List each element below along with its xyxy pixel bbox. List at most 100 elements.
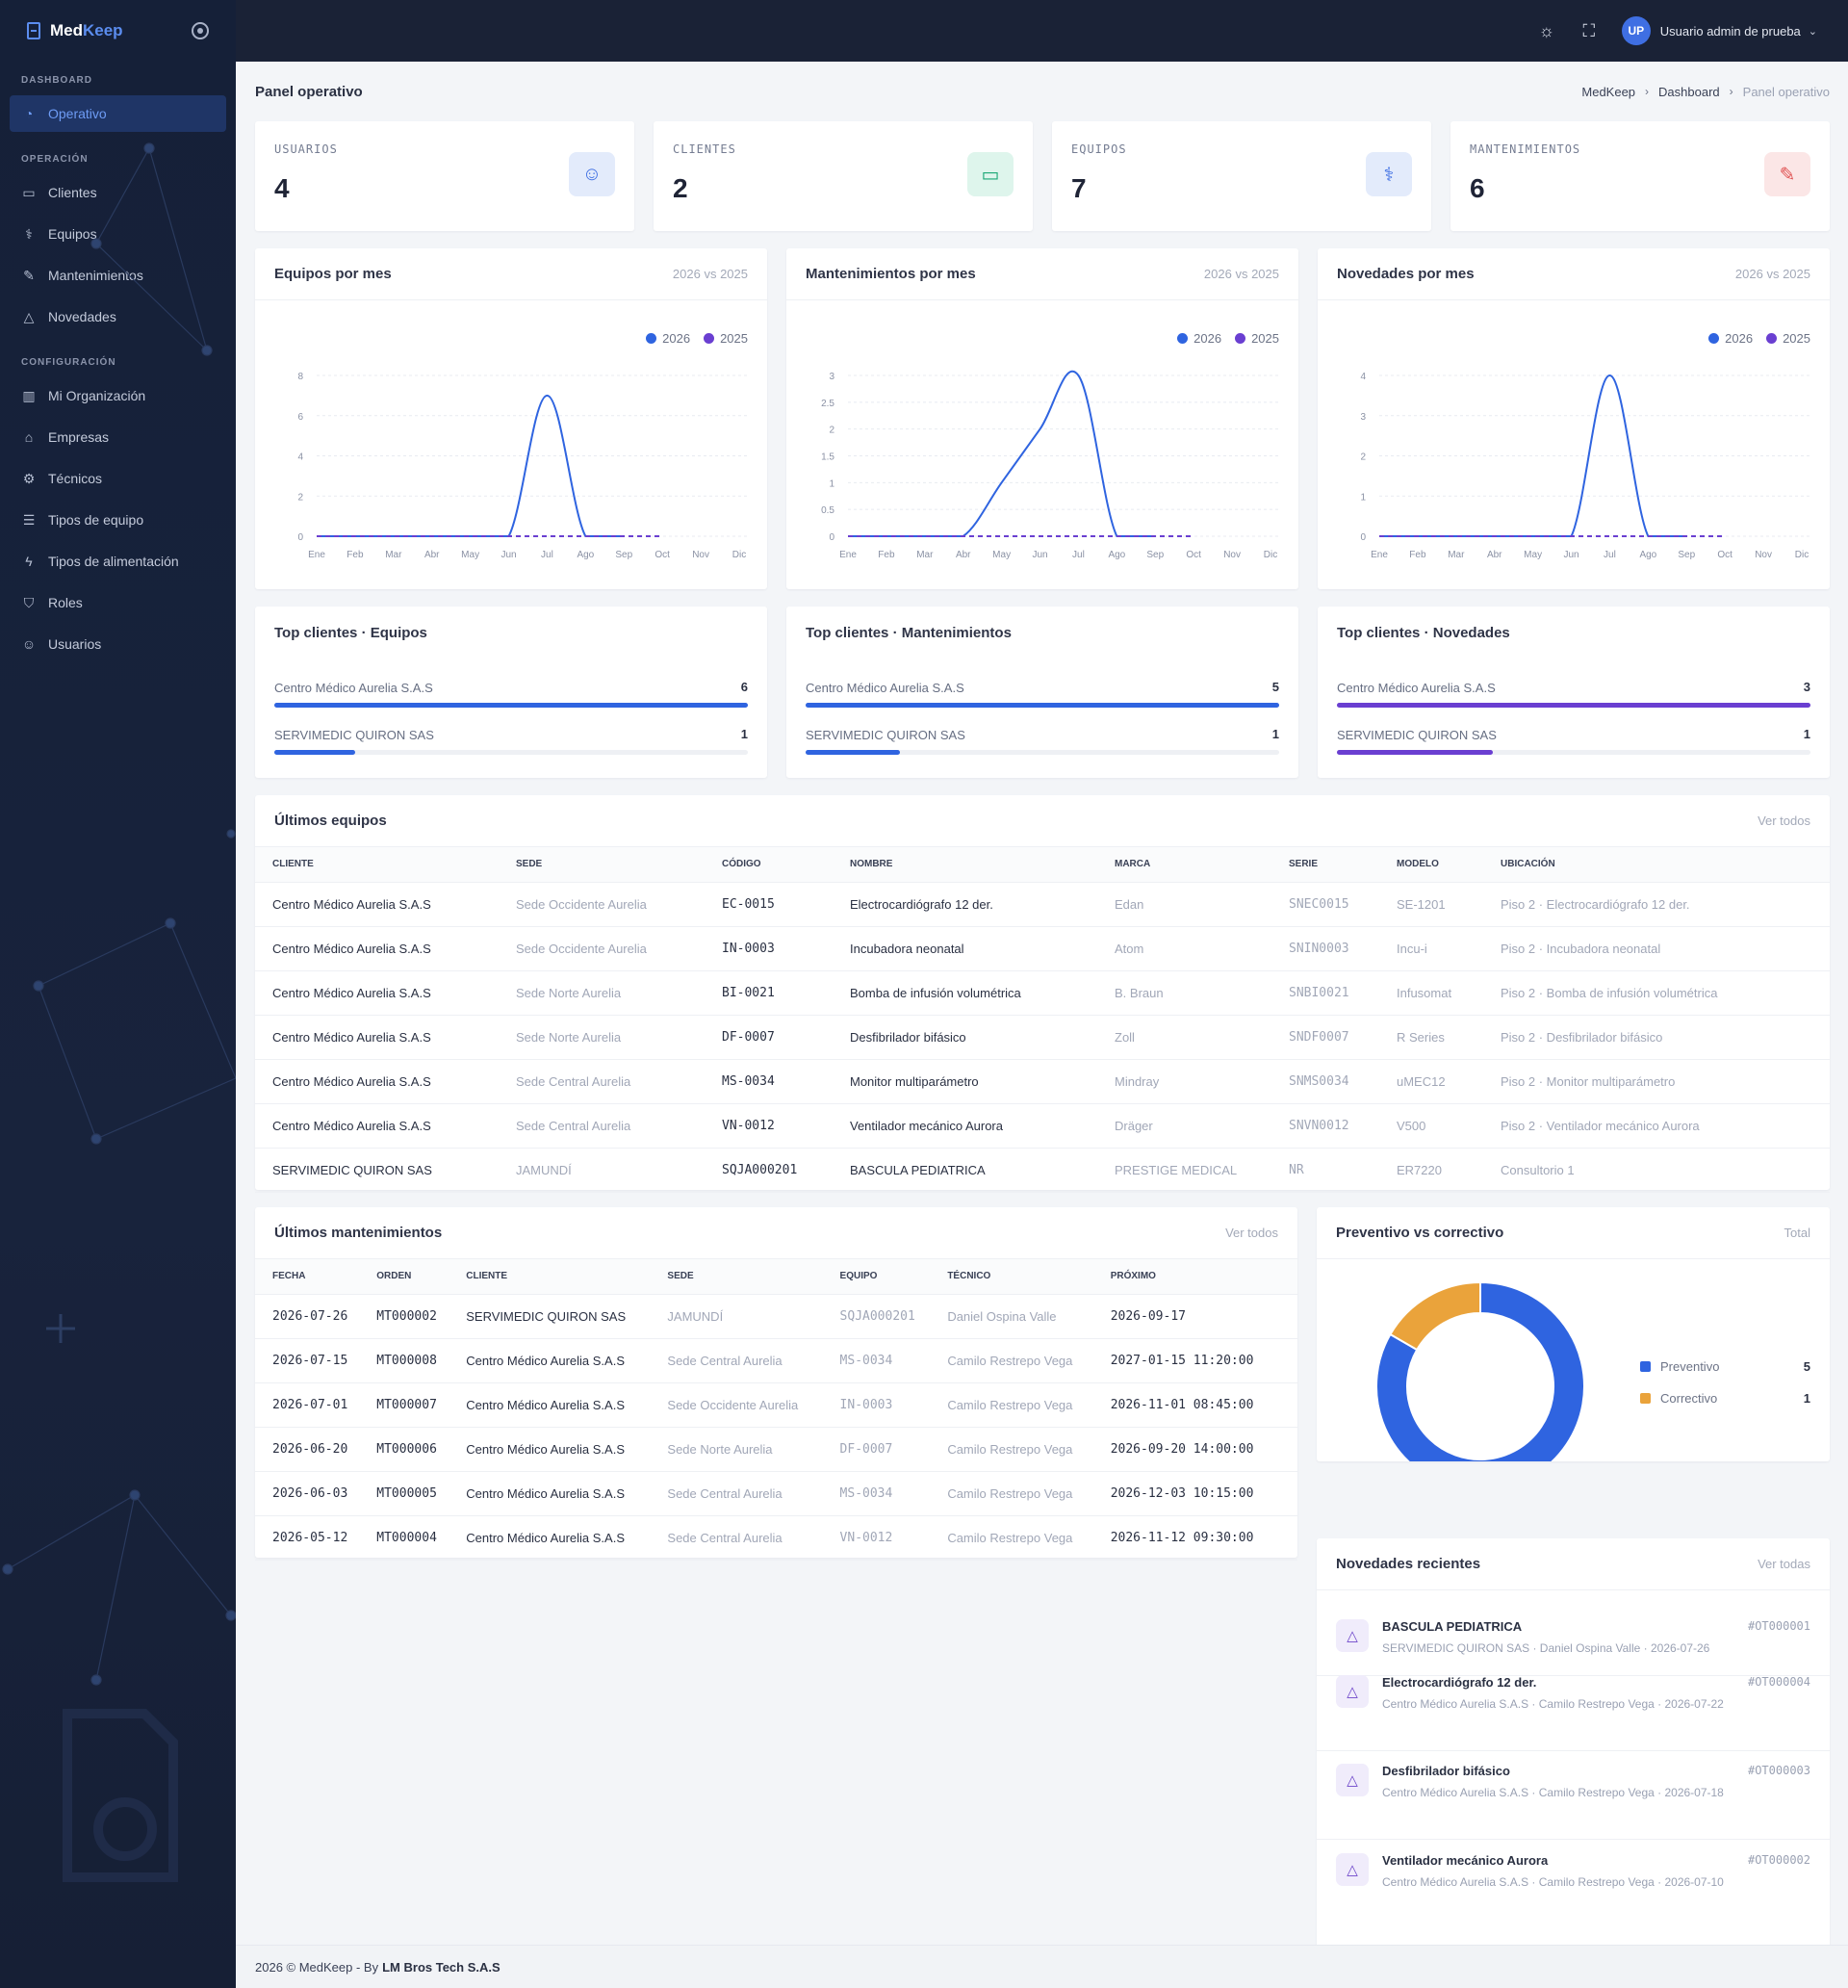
line-chart-card: Mantenimientos por mes 2026 vs 2025 2026 20… bbox=[786, 248, 1298, 589]
sidebar-item-usuarios[interactable]: ☺ Usuarios bbox=[10, 626, 226, 662]
avatar[interactable]: UP bbox=[1621, 16, 1651, 45]
sidebar-item-label: Tipos de equipo bbox=[48, 512, 144, 528]
y-tick-label: 1 bbox=[829, 478, 834, 489]
gauge-icon: ◔ bbox=[24, 106, 34, 121]
user-menu-name[interactable]: Usuario admin de prueba bbox=[1659, 23, 1801, 39]
latest-maintenance-card: Últimos mantenimientos Ver todos FECHA OR… bbox=[255, 1207, 1297, 1561]
table-row[interactable]: 2026-06-03 MT000005 Centro Médico Aurelia … bbox=[255, 1471, 1297, 1516]
sidebar-item-operativo[interactable]: ◔ Operativo bbox=[10, 95, 226, 132]
legend-item[interactable]: Correctivo 1 bbox=[1640, 1391, 1810, 1406]
legend-item[interactable]: 2026 bbox=[646, 331, 690, 346]
x-tick-label: Mar bbox=[385, 550, 402, 560]
table-row[interactable]: SERVIMEDIC QUIRON SAS JAMUNDÍ SQJA000201 BA… bbox=[255, 1148, 1830, 1193]
legend-item[interactable]: 2026 bbox=[1177, 331, 1221, 346]
table-row[interactable]: Centro Médico Aurelia S.A.S Sede Occident… bbox=[255, 882, 1830, 927]
column-header[interactable]: EQUIPO bbox=[828, 1259, 937, 1295]
sidebar-item-label: Operativo bbox=[48, 106, 107, 121]
legend-item[interactable]: 2025 bbox=[1235, 331, 1279, 346]
table-row[interactable]: 2026-06-20 MT000006 Centro Médico Aurelia … bbox=[255, 1427, 1297, 1472]
column-header[interactable]: PRÓXIMO bbox=[1098, 1259, 1297, 1295]
nav-section-configuracion: CONFIGURACIÓN ▥ Mi Organización ⌂ Empresas… bbox=[0, 357, 236, 662]
legend-item[interactable]: Preventivo 5 bbox=[1640, 1359, 1810, 1374]
column-header[interactable]: TÉCNICO bbox=[936, 1259, 1099, 1295]
x-tick-label: Jun bbox=[1032, 550, 1047, 560]
table-cell: PRESTIGE MEDICAL bbox=[1099, 1148, 1273, 1193]
column-header[interactable]: MODELO bbox=[1381, 847, 1485, 883]
sidebar-item-tecnicos[interactable]: ⚙ Técnicos bbox=[10, 460, 226, 497]
table-cell: Centro Médico Aurelia S.A.S bbox=[454, 1471, 656, 1516]
sidebar-item-mi-organizacion[interactable]: ▥ Mi Organización bbox=[10, 377, 226, 414]
column-header[interactable]: NOMBRE bbox=[834, 847, 1099, 883]
column-header[interactable]: UBICACIÓN bbox=[1485, 847, 1830, 883]
sidebar-item-tipos-de-equipo[interactable]: ☰ Tipos de equipo bbox=[10, 502, 226, 538]
list-item[interactable]: △ Desfibrilador bifásico Centro Médico Aur… bbox=[1317, 1764, 1830, 1840]
column-header[interactable]: FECHA bbox=[255, 1259, 366, 1295]
view-all-maintenance-link[interactable]: Ver todos bbox=[1225, 1226, 1278, 1240]
breadcrumb-item-dashboard[interactable]: Dashboard bbox=[1658, 84, 1720, 99]
incident-title: Desfibrilador bifásico bbox=[1382, 1764, 1510, 1778]
x-tick-label: Dic bbox=[732, 550, 746, 560]
column-header[interactable]: SEDE bbox=[655, 1259, 829, 1295]
fullscreen-icon[interactable]: ⛶ bbox=[1582, 20, 1596, 40]
chevron-down-icon[interactable]: ⌄ bbox=[1808, 25, 1817, 38]
sidebar-item-clientes[interactable]: ▭ Clientes bbox=[10, 174, 226, 211]
card-subtitle: 2026 vs 2025 bbox=[1203, 267, 1279, 281]
sidebar-item-novedades[interactable]: △ Novedades bbox=[10, 298, 226, 335]
column-header[interactable]: MARCA bbox=[1099, 847, 1273, 883]
table-row[interactable]: 2026-07-26 MT000002 SERVIMEDIC QUIRON SAS J… bbox=[255, 1294, 1297, 1339]
table-cell: Camilo Restrepo Vega bbox=[936, 1471, 1099, 1516]
column-header[interactable]: CÓDIGO bbox=[706, 847, 834, 883]
y-tick-label: 0.5 bbox=[821, 505, 834, 516]
table-row[interactable]: 2026-07-01 MT000007 Centro Médico Aurelia … bbox=[255, 1382, 1297, 1428]
donut-slice-correctivo[interactable] bbox=[1389, 1280, 1481, 1352]
table-cell: B. Braun bbox=[1099, 970, 1273, 1016]
stat-label: EQUIPOS bbox=[1071, 142, 1127, 156]
list-item[interactable]: △ BASCULA PEDIATRICA SERVIMEDIC QUIRON SAS… bbox=[1317, 1619, 1830, 1676]
table-cell: SQJA000201 bbox=[706, 1148, 834, 1193]
sidebar-item-mantenimientos[interactable]: ✎ Mantenimientos bbox=[10, 257, 226, 294]
list-item[interactable]: △ Ventilador mecánico Aurora Centro Médico… bbox=[1336, 1853, 1810, 1921]
table-row[interactable]: Centro Médico Aurelia S.A.S Sede Central … bbox=[255, 1059, 1830, 1104]
sidebar-toggle-icon[interactable] bbox=[192, 22, 209, 39]
legend-item[interactable]: 2025 bbox=[704, 331, 748, 346]
table-cell: BI-0021 bbox=[706, 970, 834, 1016]
table-row[interactable]: 2026-05-12 MT000004 Centro Médico Aurelia … bbox=[255, 1515, 1297, 1561]
donut-slice-preventivo[interactable] bbox=[1375, 1280, 1585, 1461]
table-row[interactable]: Centro Médico Aurelia S.A.S Sede Norte Au… bbox=[255, 1015, 1830, 1060]
table-cell: Camilo Restrepo Vega bbox=[936, 1382, 1099, 1428]
table-row[interactable]: 2026-07-15 MT000008 Centro Médico Aurelia … bbox=[255, 1338, 1297, 1383]
legend-item[interactable]: 2026 bbox=[1708, 331, 1753, 346]
column-header[interactable]: CLIENTE bbox=[454, 1259, 656, 1295]
x-tick-label: Oct bbox=[1186, 550, 1201, 560]
x-tick-label: Oct bbox=[654, 550, 670, 560]
sidebar-item-tipos-de-alimentacion[interactable]: ϟ Tipos de alimentación bbox=[10, 543, 226, 580]
series-line-2026 bbox=[317, 394, 625, 537]
sidebar-item-equipos[interactable]: ⚕ Equipos bbox=[10, 216, 226, 252]
stat-value: 6 bbox=[1470, 173, 1485, 203]
y-tick-label: 3 bbox=[829, 372, 834, 382]
table-cell: Piso 2 · Bomba de infusión volumétrica bbox=[1485, 970, 1830, 1016]
breadcrumb-item-medkeep[interactable]: MedKeep bbox=[1581, 84, 1636, 99]
table-row[interactable]: Centro Médico Aurelia S.A.S Sede Central … bbox=[255, 1103, 1830, 1149]
table-cell: IN-0003 bbox=[828, 1382, 937, 1428]
column-header[interactable]: ORDEN bbox=[365, 1259, 455, 1295]
column-header[interactable]: CLIENTE bbox=[255, 847, 500, 883]
legend-item[interactable]: 2025 bbox=[1766, 331, 1810, 346]
theme-sun-icon[interactable]: ☼ bbox=[1538, 20, 1555, 40]
incident-meta: Centro Médico Aurelia S.A.S · Camilo Res… bbox=[1382, 1786, 1724, 1799]
sidebar-item-empresas[interactable]: ⌂ Empresas bbox=[10, 419, 226, 455]
y-tick-label: 2.5 bbox=[821, 399, 834, 409]
view-all-incidents-link[interactable]: Ver todas bbox=[1758, 1557, 1810, 1571]
sidebar-item-label: Equipos bbox=[48, 226, 97, 242]
list-item[interactable]: △ Electrocardiógrafo 12 der. Centro Médico… bbox=[1317, 1675, 1830, 1751]
view-all-equipment-link[interactable]: Ver todos bbox=[1758, 813, 1810, 828]
table-cell: Electrocardiógrafo 12 der. bbox=[834, 882, 1099, 927]
y-tick-label: 0 bbox=[1360, 532, 1366, 543]
table-row[interactable]: Centro Médico Aurelia S.A.S Sede Norte Au… bbox=[255, 970, 1830, 1016]
column-header[interactable]: SERIE bbox=[1273, 847, 1381, 883]
brand-logo[interactable]: Med Keep bbox=[0, 0, 236, 62]
sidebar-item-roles[interactable]: ⛉ Roles bbox=[10, 584, 226, 621]
table-row[interactable]: Centro Médico Aurelia S.A.S Sede Occident… bbox=[255, 926, 1830, 971]
topbar: ☼ ⛶ UP Usuario admin de prueba ⌄ bbox=[236, 0, 1848, 62]
column-header[interactable]: SEDE bbox=[500, 847, 706, 883]
